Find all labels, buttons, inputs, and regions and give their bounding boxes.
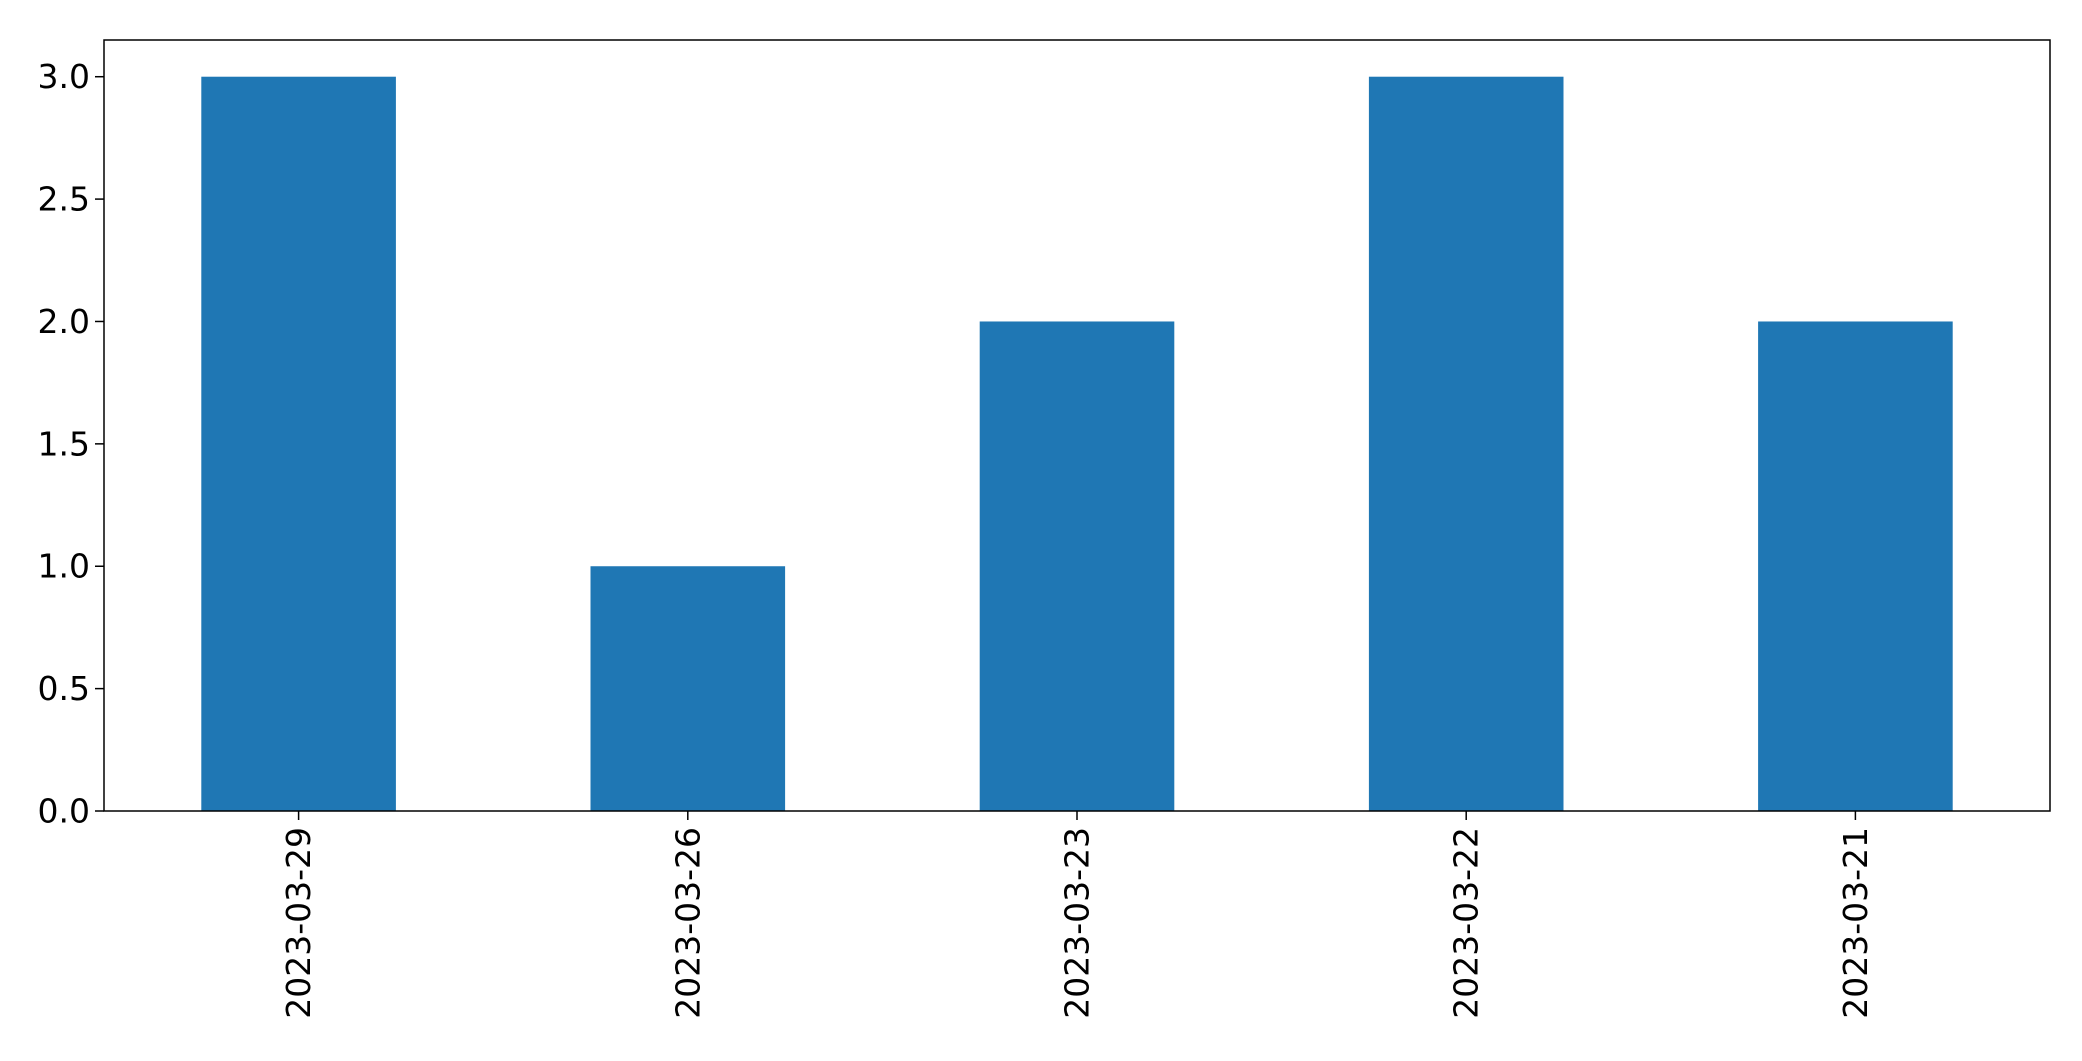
y-tick-label: 1.0 xyxy=(38,547,90,586)
x-tick-label: 2023-03-23 xyxy=(1058,827,1097,1019)
y-tick-label: 2.0 xyxy=(38,302,90,341)
y-axis: 0.0 0.5 1.0 1.5 2.0 2.5 3.0 xyxy=(38,57,104,831)
bar-2023-03-21 xyxy=(1758,321,1953,811)
y-tick-label: 0.0 xyxy=(38,792,90,831)
x-tick-label: 2023-03-22 xyxy=(1447,827,1486,1019)
y-tick-label: 0.5 xyxy=(38,669,90,708)
y-tick-label: 3.0 xyxy=(38,57,90,96)
x-tick-label: 2023-03-21 xyxy=(1836,827,1875,1019)
bar-2023-03-23 xyxy=(979,321,1175,811)
y-tick-label: 1.5 xyxy=(38,424,90,463)
bars-group xyxy=(201,76,1953,811)
bar-2023-03-29 xyxy=(201,76,396,811)
x-axis: 2023-03-29 2023-03-26 2023-03-23 2023-03-22… xyxy=(279,811,1875,1019)
y-tick-label: 2.5 xyxy=(38,180,90,219)
bar-2023-03-26 xyxy=(590,566,786,811)
bar-2023-03-22 xyxy=(1368,76,1564,811)
x-tick-label: 2023-03-29 xyxy=(279,827,318,1019)
x-tick-label: 2023-03-26 xyxy=(668,827,707,1019)
